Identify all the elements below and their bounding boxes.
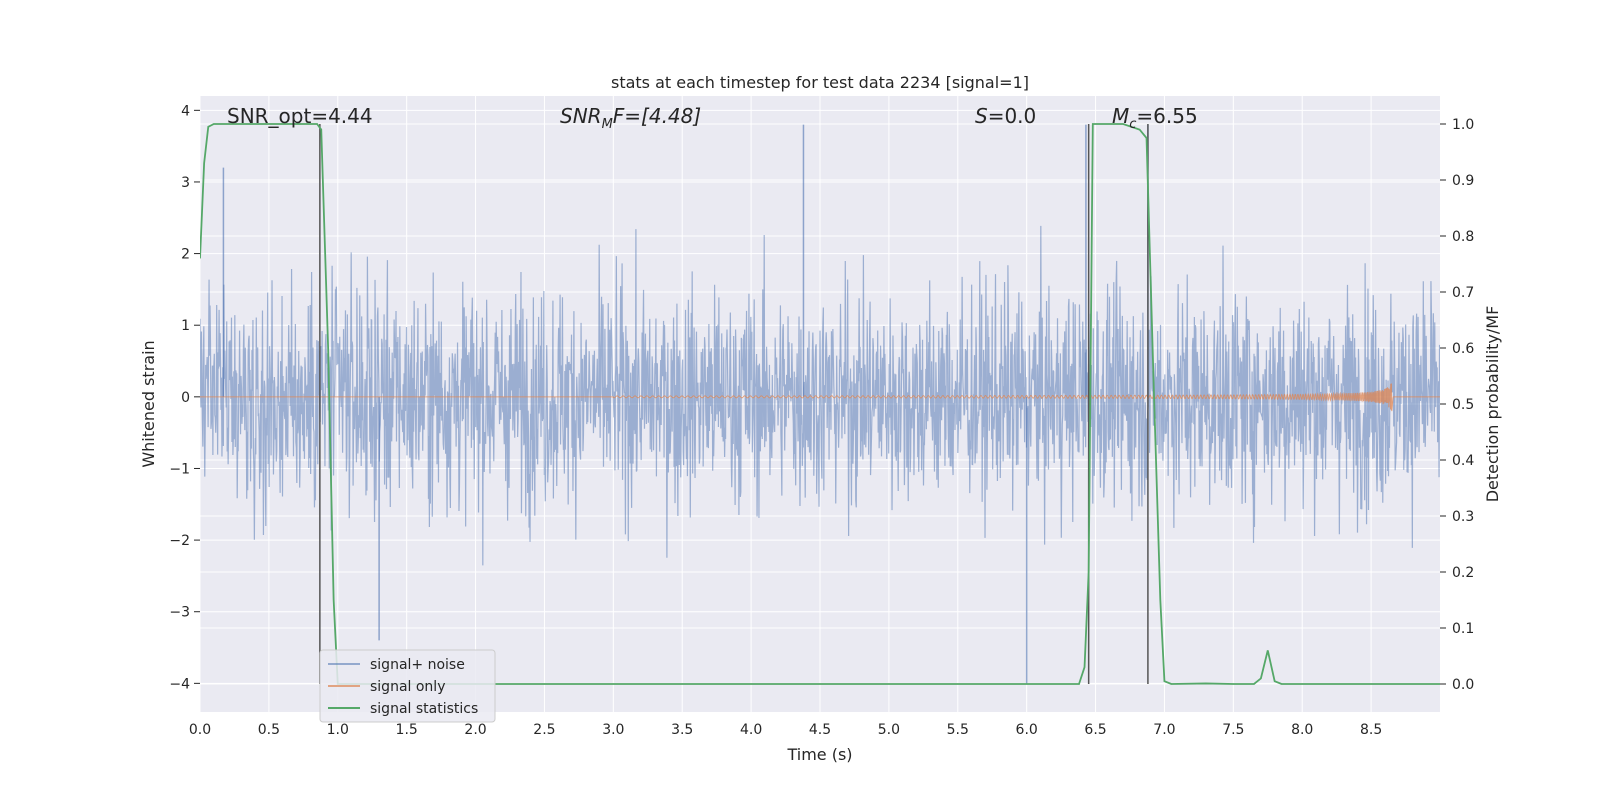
x-tick-label: 7.5	[1222, 722, 1244, 738]
x-tick-label: 6.5	[1084, 722, 1106, 738]
y-tick-label: −4	[169, 676, 190, 692]
y-tick-label: 0	[181, 390, 190, 406]
x-tick-label: 0.0	[189, 722, 211, 738]
x-tick-label: 2.0	[464, 722, 486, 738]
y2-tick-label: 0.9	[1452, 173, 1474, 189]
annotation-snr-mf: SNRMF=[4.48]	[560, 104, 701, 132]
y2-tick-label: 0.7	[1452, 285, 1474, 301]
y2-tick-label: 0.1	[1452, 621, 1474, 637]
x-tick-label: 6.0	[1016, 722, 1038, 738]
x-tick-label: 5.5	[947, 722, 969, 738]
y2-tick-label: 0.4	[1452, 453, 1474, 469]
y-tick-label: 2	[181, 247, 190, 263]
y2-tick-label: 0.3	[1452, 509, 1474, 525]
x-tick-label: 5.0	[878, 722, 900, 738]
legend-box	[319, 649, 496, 723]
x-tick-label: 1.0	[327, 722, 349, 738]
x-tick-label: 4.0	[740, 722, 762, 738]
annotation-snr-opt: SNR_opt=4.44	[227, 104, 373, 128]
legend-label-signal-noise: signal+ noise	[370, 657, 465, 673]
y-tick-label: −3	[169, 605, 190, 621]
y-tick-label: 1	[181, 318, 190, 334]
annotation-mc: Mc=6.55	[1112, 104, 1198, 132]
x-tick-label: 3.5	[671, 722, 693, 738]
signal-noise-line	[200, 225, 1440, 566]
x-tick-label: 8.0	[1291, 722, 1313, 738]
series-signal-noise	[200, 124, 1440, 684]
chart-title: stats at each timestep for test data 223…	[611, 73, 1029, 92]
legend: signal+ noise signal only signal statist…	[319, 649, 496, 723]
x-tick-label: 2.5	[533, 722, 555, 738]
y2-axis-label: Detection probability/MF	[1483, 306, 1502, 503]
x-tick-label: 8.5	[1360, 722, 1382, 738]
x-tick-label: 7.0	[1153, 722, 1175, 738]
y2-tick-label: 0.5	[1452, 397, 1474, 413]
annotation-s: S=0.0	[975, 104, 1036, 128]
y2-tick-label: 0.2	[1452, 565, 1474, 581]
y2-tick-label: 0.0	[1452, 677, 1474, 693]
signal-statistics-line	[200, 123, 1440, 685]
y-axis-label: Whitened strain	[139, 340, 158, 467]
y-tick-label: −2	[169, 533, 190, 549]
y2-tick-label: 0.6	[1452, 341, 1474, 357]
y2-tick-label: 0.8	[1452, 229, 1474, 245]
x-tick-label: 1.5	[396, 722, 418, 738]
y-tick-label: 3	[181, 175, 190, 191]
x-tick-label: 0.5	[258, 722, 280, 738]
x-tick-label: 3.0	[602, 722, 624, 738]
legend-label-signal-only: signal only	[370, 679, 445, 695]
legend-label-signal-statistics: signal statistics	[370, 701, 478, 717]
y-tick-label: 4	[181, 103, 190, 119]
y-tick-label: −1	[169, 461, 190, 477]
series-signal-statistics	[200, 123, 1440, 685]
x-axis-label: Time (s)	[786, 745, 852, 764]
x-tick-label: 4.5	[809, 722, 831, 738]
series-signal-only	[200, 383, 1440, 412]
axis-ticks: 0.0 0.5 1.0 1.5 2.0 2.5 3.0 3.5 4.0 4.5 5.0 5.5 6.0 6…	[169, 103, 1474, 738]
y2-tick-label: 1.0	[1452, 117, 1474, 133]
signal-only-line	[200, 383, 1440, 412]
